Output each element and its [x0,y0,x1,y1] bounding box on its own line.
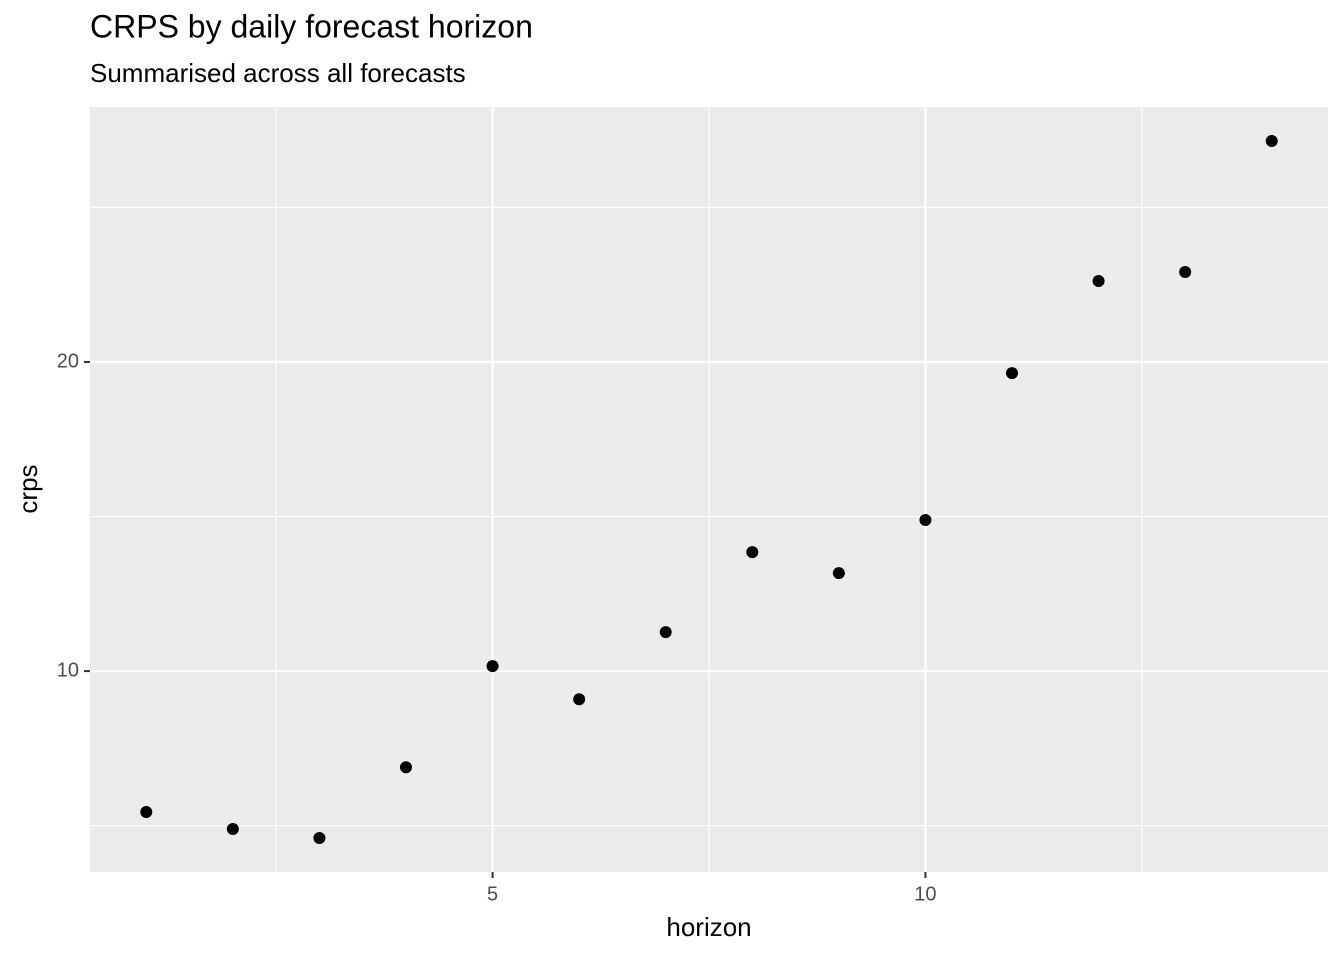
chart-subtitle: Summarised across all forecasts [90,58,466,88]
point [573,693,586,706]
point [832,567,845,580]
point [226,823,239,836]
point [399,761,412,774]
y-tick-label: 20 [57,350,79,372]
point [659,626,672,639]
point [746,546,759,559]
point [1092,275,1105,288]
point [486,660,499,673]
y-tick-label: 10 [57,659,79,681]
point [919,513,932,526]
point [140,806,153,819]
x-axis-label: horizon [666,912,751,942]
point [1179,266,1192,279]
x-tick-label: 5 [487,883,498,905]
x-tick-label: 10 [914,883,936,905]
chart-title: CRPS by daily forecast horizon [90,8,533,44]
y-axis-label: crps [13,464,43,513]
point [1006,367,1019,380]
point [313,832,326,844]
point [1265,135,1278,147]
